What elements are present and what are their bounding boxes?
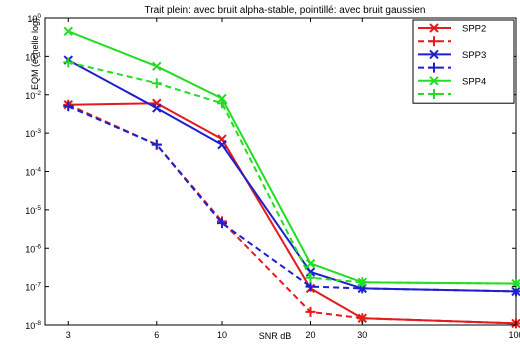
series-gaussian-3 [63, 101, 520, 297]
legend-label: SPP4 [462, 76, 486, 87]
legend-box [412, 19, 515, 104]
y-tick-label: 10-5 [25, 205, 41, 216]
data-point [357, 277, 368, 288]
data-point [63, 26, 73, 37]
data-point [305, 272, 316, 283]
legend-marker [429, 76, 439, 86]
data-point [217, 218, 228, 229]
data-point [151, 78, 162, 89]
series-line [67, 105, 517, 293]
data-point [152, 103, 162, 113]
data-point [151, 139, 162, 150]
y-tick-label: 10-7 [25, 282, 41, 293]
y-tick-label: 100 [27, 13, 41, 24]
x-tick-label: 30 [357, 330, 367, 340]
x-tick-label: 100 [508, 330, 520, 340]
legend-marker [429, 49, 439, 60]
y-axis-label: EQM (échelle log) [30, 18, 40, 90]
y-tick-label: 10-3 [25, 128, 41, 139]
y-tick-label: 10-4 [25, 167, 41, 178]
series-gaussian-5 [63, 57, 520, 289]
legend-label: SPP2 [462, 24, 486, 35]
axis-ticks: 3 6 10 20 30 100 100 10-1 10-2 10-3 10-4 10-5 10-6 10… [25, 13, 520, 340]
legend: SPP2 SPP3 SPP4 [412, 19, 515, 104]
legend-marker [429, 36, 439, 47]
legend-marker [429, 23, 439, 33]
y-tick-label: 10-8 [25, 320, 41, 331]
legend-label: SPP3 [462, 50, 486, 61]
data-point [217, 98, 228, 109]
x-tick-label: 6 [154, 330, 159, 340]
data-point [305, 306, 316, 317]
y-tick-label: 10-2 [25, 90, 41, 101]
x-tick-label: 3 [66, 330, 71, 340]
data-point [305, 281, 316, 292]
legend-entry: SPP3 [418, 49, 486, 61]
legend-entry [418, 89, 451, 99]
series-lines [63, 26, 520, 329]
data-point [63, 101, 74, 112]
chart-title: Trait plein: avec bruit alpha-stable, po… [145, 5, 426, 16]
data-point [152, 61, 162, 72]
y-tick-label: 10-6 [25, 243, 41, 254]
data-point [217, 139, 227, 150]
data-point [305, 258, 316, 269]
legend-marker [429, 62, 439, 73]
legend-entry [418, 36, 451, 47]
x-tick-label: 20 [305, 330, 315, 340]
x-axis-label: SNR dB [259, 331, 292, 341]
legend-entry: SPP2 [418, 23, 486, 35]
legend-entry [418, 62, 451, 73]
data-point [63, 57, 74, 68]
y-tick-label: 10-1 [25, 51, 41, 62]
legend-marker [429, 89, 439, 99]
series-line [68, 61, 517, 285]
legend-entry: SPP4 [418, 76, 486, 87]
x-tick-label: 10 [217, 330, 227, 340]
